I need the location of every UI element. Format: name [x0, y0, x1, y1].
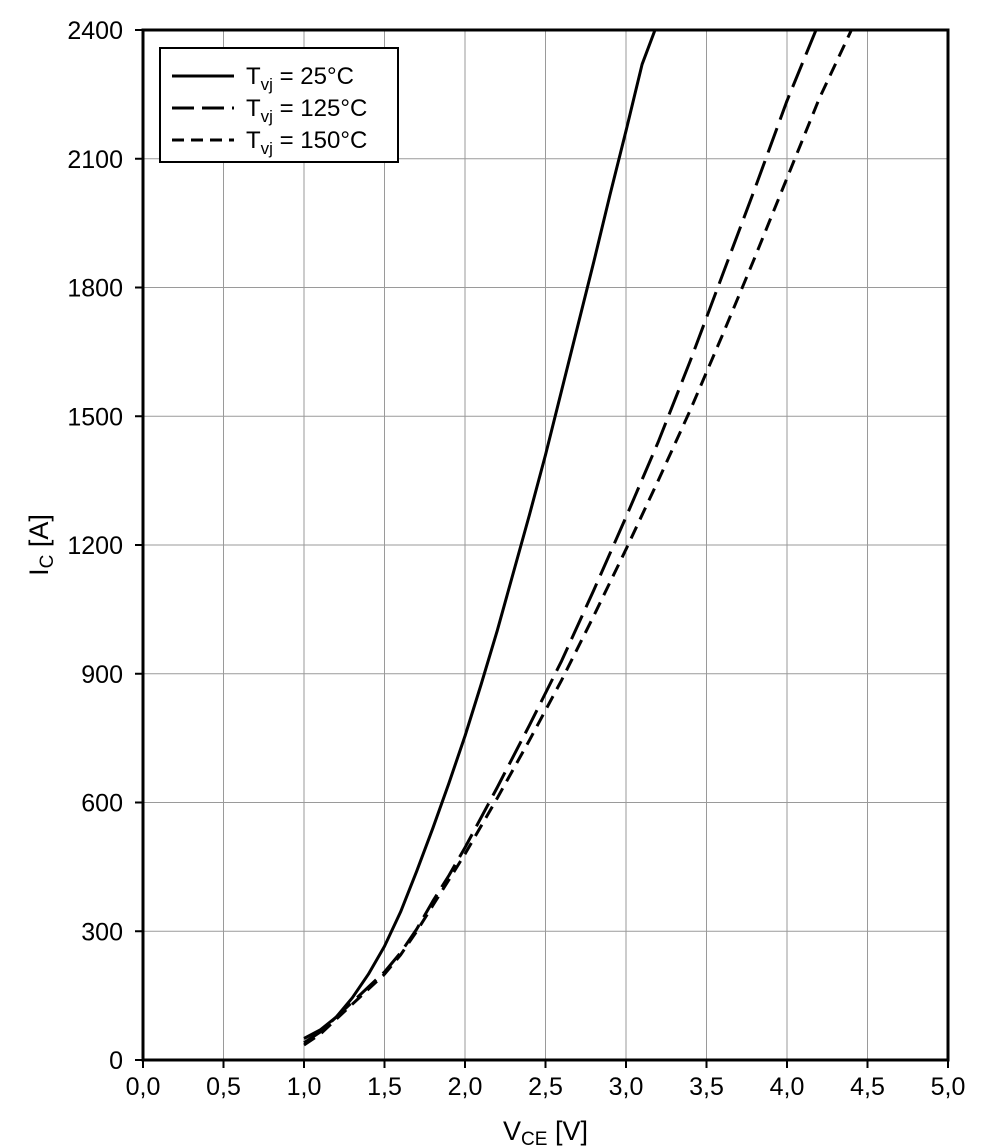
y-axis-ticks: 0 300 600 900 1200 1500 1800 2100 2400 [67, 17, 143, 1075]
y-tick-label-0: 0 [109, 1047, 123, 1075]
x-axis-label-unit: [V] [547, 1116, 588, 1146]
y-tick-label-6: 1800 [67, 275, 123, 303]
x-tick-label-10: 5,0 [931, 1073, 966, 1101]
x-axis-label: VCE [V] [503, 1116, 588, 1148]
x-tick-label-4: 2,0 [448, 1073, 483, 1101]
y-tick-label-3: 900 [81, 661, 123, 689]
x-axis-label-main: V [503, 1116, 521, 1146]
legend-label-0: Tvj = 25°C [246, 63, 354, 94]
y-tick-label-7: 2100 [67, 146, 123, 174]
x-tick-label-8: 4,0 [770, 1073, 805, 1101]
x-axis-ticks: 0,0 0,5 1,0 1,5 2,0 2,5 3,0 3,5 4,0 4,5 5,0 [126, 1060, 966, 1101]
x-tick-label-7: 3,5 [689, 1073, 724, 1101]
y-tick-label-5: 1500 [67, 403, 123, 431]
y-axis-label-sub: C [37, 555, 58, 569]
x-tick-label-6: 3,0 [609, 1073, 644, 1101]
x-tick-label-1: 0,5 [206, 1073, 241, 1101]
y-tick-label-2: 600 [81, 790, 123, 818]
x-tick-label-9: 4,5 [850, 1073, 885, 1101]
series-line-1 [303, 29, 818, 1045]
series-line-0 [303, 29, 657, 1040]
y-axis-label-unit: [A] [24, 514, 54, 555]
x-tick-label-3: 1,5 [367, 1073, 402, 1101]
y-axis-label-main: I [24, 568, 54, 576]
x-tick-label-5: 2,5 [528, 1073, 563, 1101]
y-axis-label: IC [A] [24, 514, 58, 576]
series-layer [303, 29, 853, 1047]
x-tick-label-0: 0,0 [126, 1073, 161, 1101]
legend-box [159, 47, 399, 163]
legend-label-1: Tvj = 125°C [246, 95, 367, 126]
legend-label-2: Tvj = 150°C [246, 127, 367, 158]
y-tick-label-1: 300 [81, 918, 123, 946]
y-tick-label-4: 1200 [67, 532, 123, 560]
y-tick-label-8: 2400 [67, 17, 123, 45]
x-tick-label-2: 1,0 [287, 1073, 322, 1101]
series-line-2 [303, 29, 853, 1047]
x-axis-label-sub: CE [521, 1129, 547, 1148]
